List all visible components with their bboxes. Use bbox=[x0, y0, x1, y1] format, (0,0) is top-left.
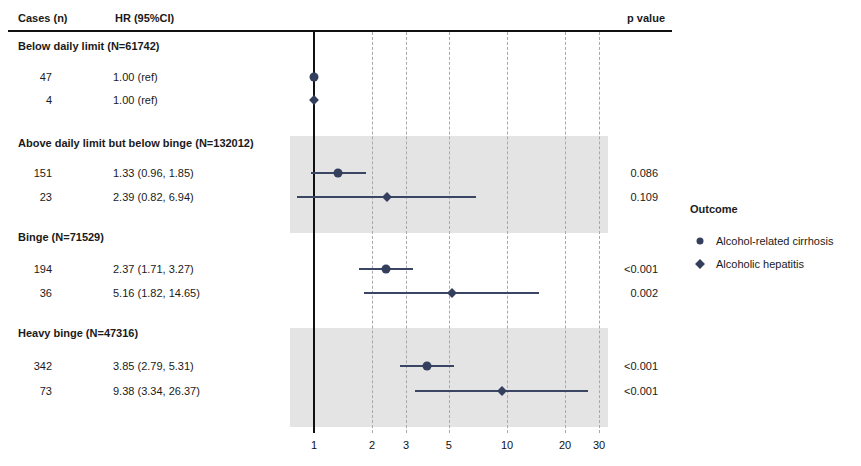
cases-value: 23 bbox=[40, 191, 52, 203]
group-label: Heavy binge (N=47316) bbox=[18, 327, 138, 339]
p-value: <0.001 bbox=[624, 263, 658, 275]
legend-item-label: Alcohol-related cirrhosis bbox=[716, 235, 833, 247]
x-axis-tick-label: 10 bbox=[501, 439, 513, 451]
hr-point-circle bbox=[310, 73, 319, 82]
hr-ci-value: 1.33 (0.96, 1.85) bbox=[113, 167, 194, 179]
x-axis-tick-label: 30 bbox=[593, 439, 605, 451]
hr-ci-value: 3.85 (2.79, 5.31) bbox=[113, 360, 194, 372]
group-label: Below daily limit (N=61742) bbox=[18, 40, 160, 52]
legend-item-label: Alcoholic hepatitis bbox=[716, 258, 804, 270]
cases-value: 194 bbox=[34, 263, 52, 275]
forest-plot-figure: Cases (n) HR (95%CI) p value 1235102030B… bbox=[0, 0, 861, 466]
p-value: 0.086 bbox=[630, 167, 658, 179]
cases-value: 151 bbox=[34, 167, 52, 179]
hr-point-diamond bbox=[309, 95, 319, 105]
gridline bbox=[599, 32, 600, 433]
gridline bbox=[449, 32, 450, 433]
hr-point-circle bbox=[333, 169, 342, 178]
group-label: Above daily limit but below binge (N=132… bbox=[18, 137, 254, 149]
p-value: 0.109 bbox=[630, 191, 658, 203]
legend: Outcome Alcohol-related cirrhosisAlcohol… bbox=[690, 203, 738, 275]
gridline bbox=[406, 32, 407, 433]
legend-item: Alcohol-related cirrhosis bbox=[690, 229, 738, 252]
x-axis-tick-label: 5 bbox=[446, 439, 452, 451]
cases-value: 73 bbox=[40, 385, 52, 397]
group-label: Binge (N=71529) bbox=[18, 231, 104, 243]
legend-items: Alcohol-related cirrhosisAlcoholic hepat… bbox=[690, 229, 738, 275]
hr-ci-value: 9.38 (3.34, 26.37) bbox=[113, 385, 200, 397]
legend-item: Alcoholic hepatitis bbox=[690, 252, 738, 275]
hr-ci-value: 5.16 (1.82, 14.65) bbox=[113, 287, 200, 299]
x-axis-tick-label: 20 bbox=[559, 439, 571, 451]
p-value: <0.001 bbox=[624, 360, 658, 372]
x-axis-tick-label: 3 bbox=[403, 439, 409, 451]
cases-value: 342 bbox=[34, 360, 52, 372]
legend-diamond-icon bbox=[695, 259, 705, 269]
hr-ci-value: 2.39 (0.82, 6.94) bbox=[113, 191, 194, 203]
cases-value: 4 bbox=[46, 94, 52, 106]
cases-value: 36 bbox=[40, 287, 52, 299]
hr-ci-value: 2.37 (1.71, 3.27) bbox=[113, 263, 194, 275]
reference-line bbox=[313, 32, 315, 433]
x-axis-tick-label: 1 bbox=[311, 439, 317, 451]
p-value: <0.001 bbox=[624, 385, 658, 397]
hr-point-circle bbox=[422, 362, 431, 371]
gridline bbox=[372, 32, 373, 433]
p-value: 0.002 bbox=[630, 287, 658, 299]
hr-ci-value: 1.00 (ref) bbox=[113, 71, 158, 83]
cases-value: 47 bbox=[40, 71, 52, 83]
legend-title: Outcome bbox=[690, 203, 738, 215]
hr-point-circle bbox=[382, 265, 391, 274]
gridline bbox=[565, 32, 566, 433]
hr-ci-value: 1.00 (ref) bbox=[113, 94, 158, 106]
gridline bbox=[507, 32, 508, 433]
legend-circle-icon bbox=[697, 237, 704, 244]
x-axis-tick-label: 2 bbox=[369, 439, 375, 451]
